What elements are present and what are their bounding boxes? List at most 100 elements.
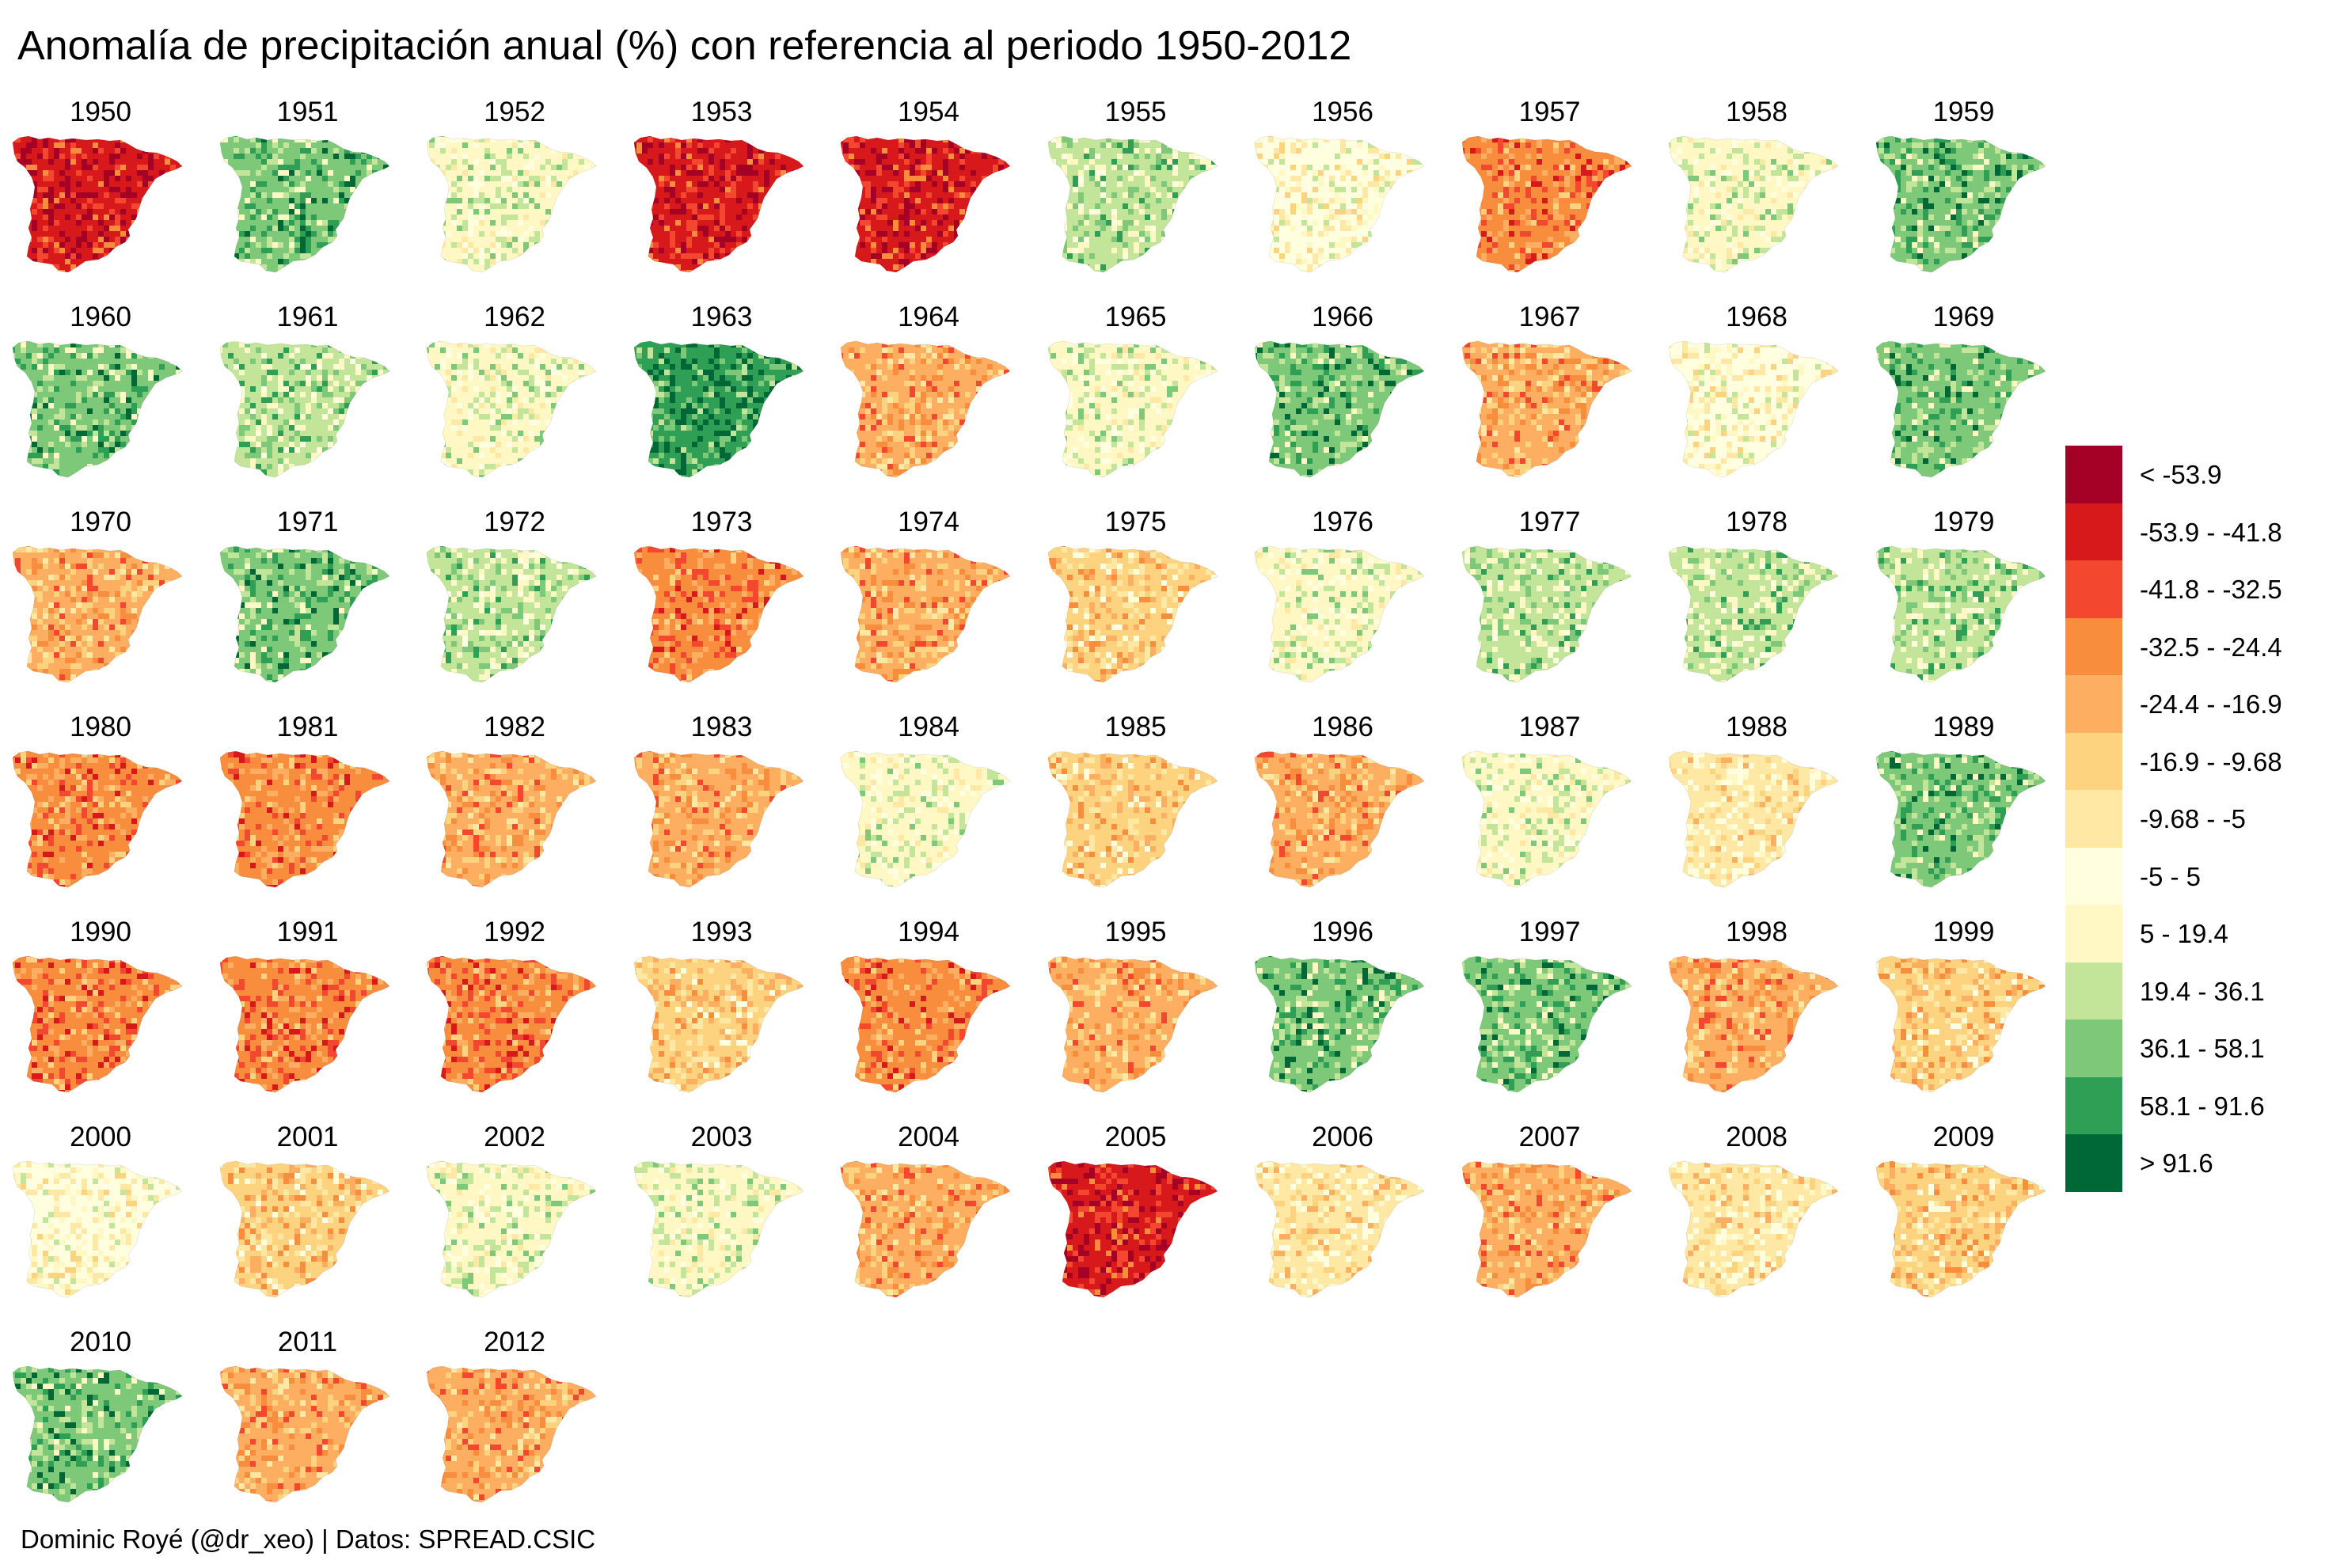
year-label: 1968 (1666, 302, 1848, 333)
year-panel: 1988 (1666, 712, 1863, 909)
year-panel: 1989 (1873, 712, 2071, 909)
year-label: 2009 (1873, 1122, 2055, 1153)
year-panel: 2006 (1252, 1122, 1449, 1319)
year-label: 1972 (424, 507, 606, 538)
year-panel: 1985 (1045, 712, 1243, 909)
spain-map (218, 340, 390, 478)
year-panel: 1996 (1252, 917, 1449, 1114)
year-label: 1995 (1045, 917, 1227, 948)
spain-map (12, 955, 183, 1093)
year-panel: 1992 (424, 917, 621, 1114)
spain-map (426, 955, 597, 1093)
year-panel: 1958 (1666, 97, 1863, 294)
year-label: 2005 (1045, 1122, 1227, 1153)
year-panel: 2004 (838, 1122, 1035, 1319)
year-panel: 2009 (1873, 1122, 2071, 1319)
year-label: 2007 (1459, 1122, 1641, 1153)
legend-swatch (2065, 1076, 2122, 1134)
spain-map (633, 340, 804, 478)
year-label: 1955 (1045, 97, 1227, 128)
year-panel: 1993 (631, 917, 829, 1114)
spain-map (633, 955, 804, 1093)
legend-swatch (2065, 1019, 2122, 1077)
legend-label: 19.4 - 36.1 (2140, 977, 2265, 1007)
year-panel: 1964 (838, 302, 1035, 499)
spain-map (218, 545, 390, 683)
year-label: 1980 (9, 712, 192, 743)
year-panel: 1962 (424, 302, 621, 499)
year-panel: 1987 (1459, 712, 1657, 909)
year-panel: 1970 (9, 507, 207, 704)
spain-map (426, 750, 597, 888)
spain-map (1047, 135, 1218, 273)
year-panel: 1956 (1252, 97, 1449, 294)
year-panel: 1955 (1045, 97, 1243, 294)
spain-map (1254, 1160, 1425, 1298)
spain-map (633, 545, 804, 683)
year-label: 1950 (9, 97, 192, 128)
year-panel: 2012 (424, 1327, 621, 1524)
spain-map (840, 750, 1011, 888)
spain-map (12, 135, 183, 273)
year-panel: 1998 (1666, 917, 1863, 1114)
spain-map (1047, 955, 1218, 1093)
year-panel: 1976 (1252, 507, 1449, 704)
year-label: 1998 (1666, 917, 1848, 948)
year-label: 1964 (838, 302, 1020, 333)
year-label: 1975 (1045, 507, 1227, 538)
year-label: 1966 (1252, 302, 1434, 333)
year-label: 2006 (1252, 1122, 1434, 1153)
year-label: 1973 (631, 507, 813, 538)
spain-map (1461, 955, 1632, 1093)
year-label: 1956 (1252, 97, 1434, 128)
year-panel: 1990 (9, 917, 207, 1114)
spain-map (1047, 340, 1218, 478)
year-label: 1993 (631, 917, 813, 948)
year-label: 1963 (631, 302, 813, 333)
legend-label: > 91.6 (2140, 1148, 2213, 1179)
year-panel: 1991 (217, 917, 415, 1114)
spain-map (12, 545, 183, 683)
year-label: 1974 (838, 507, 1020, 538)
year-panel: 2003 (631, 1122, 829, 1319)
year-label: 1985 (1045, 712, 1227, 743)
legend-swatch (2065, 790, 2122, 848)
year-panel: 1966 (1252, 302, 1449, 499)
year-panel: 1980 (9, 712, 207, 909)
spain-map (218, 955, 390, 1093)
year-label: 1952 (424, 97, 606, 128)
year-label: 1970 (9, 507, 192, 538)
legend-swatch (2065, 1134, 2122, 1192)
spain-map (426, 545, 597, 683)
year-label: 1986 (1252, 712, 1434, 743)
year-label: 1992 (424, 917, 606, 948)
legend-label: < -53.9 (2140, 460, 2222, 490)
spain-map (426, 135, 597, 273)
spain-map (1875, 340, 2046, 478)
year-panel: 1979 (1873, 507, 2071, 704)
year-panel: 1986 (1252, 712, 1449, 909)
year-panel: 1951 (217, 97, 415, 294)
year-label: 2002 (424, 1122, 606, 1153)
year-panel: 1969 (1873, 302, 2071, 499)
spain-map (1875, 1160, 2046, 1298)
year-panel: 2007 (1459, 1122, 1657, 1319)
year-label: 1983 (631, 712, 813, 743)
spain-map (1461, 135, 1632, 273)
spain-map (1461, 1160, 1632, 1298)
year-panel: 1971 (217, 507, 415, 704)
year-label: 1962 (424, 302, 606, 333)
legend-swatch (2065, 732, 2122, 790)
legend-swatch (2065, 446, 2122, 503)
year-panel: 2008 (1666, 1122, 1863, 1319)
year-panel: 2001 (217, 1122, 415, 1319)
year-label: 1987 (1459, 712, 1641, 743)
year-label: 1981 (217, 712, 399, 743)
year-label: 2001 (217, 1122, 399, 1153)
year-panel: 2011 (217, 1327, 415, 1524)
legend-swatch (2065, 560, 2122, 618)
year-label: 1957 (1459, 97, 1641, 128)
year-panel: 2002 (424, 1122, 621, 1319)
spain-map (1254, 545, 1425, 683)
legend-label: 36.1 - 58.1 (2140, 1034, 2265, 1064)
